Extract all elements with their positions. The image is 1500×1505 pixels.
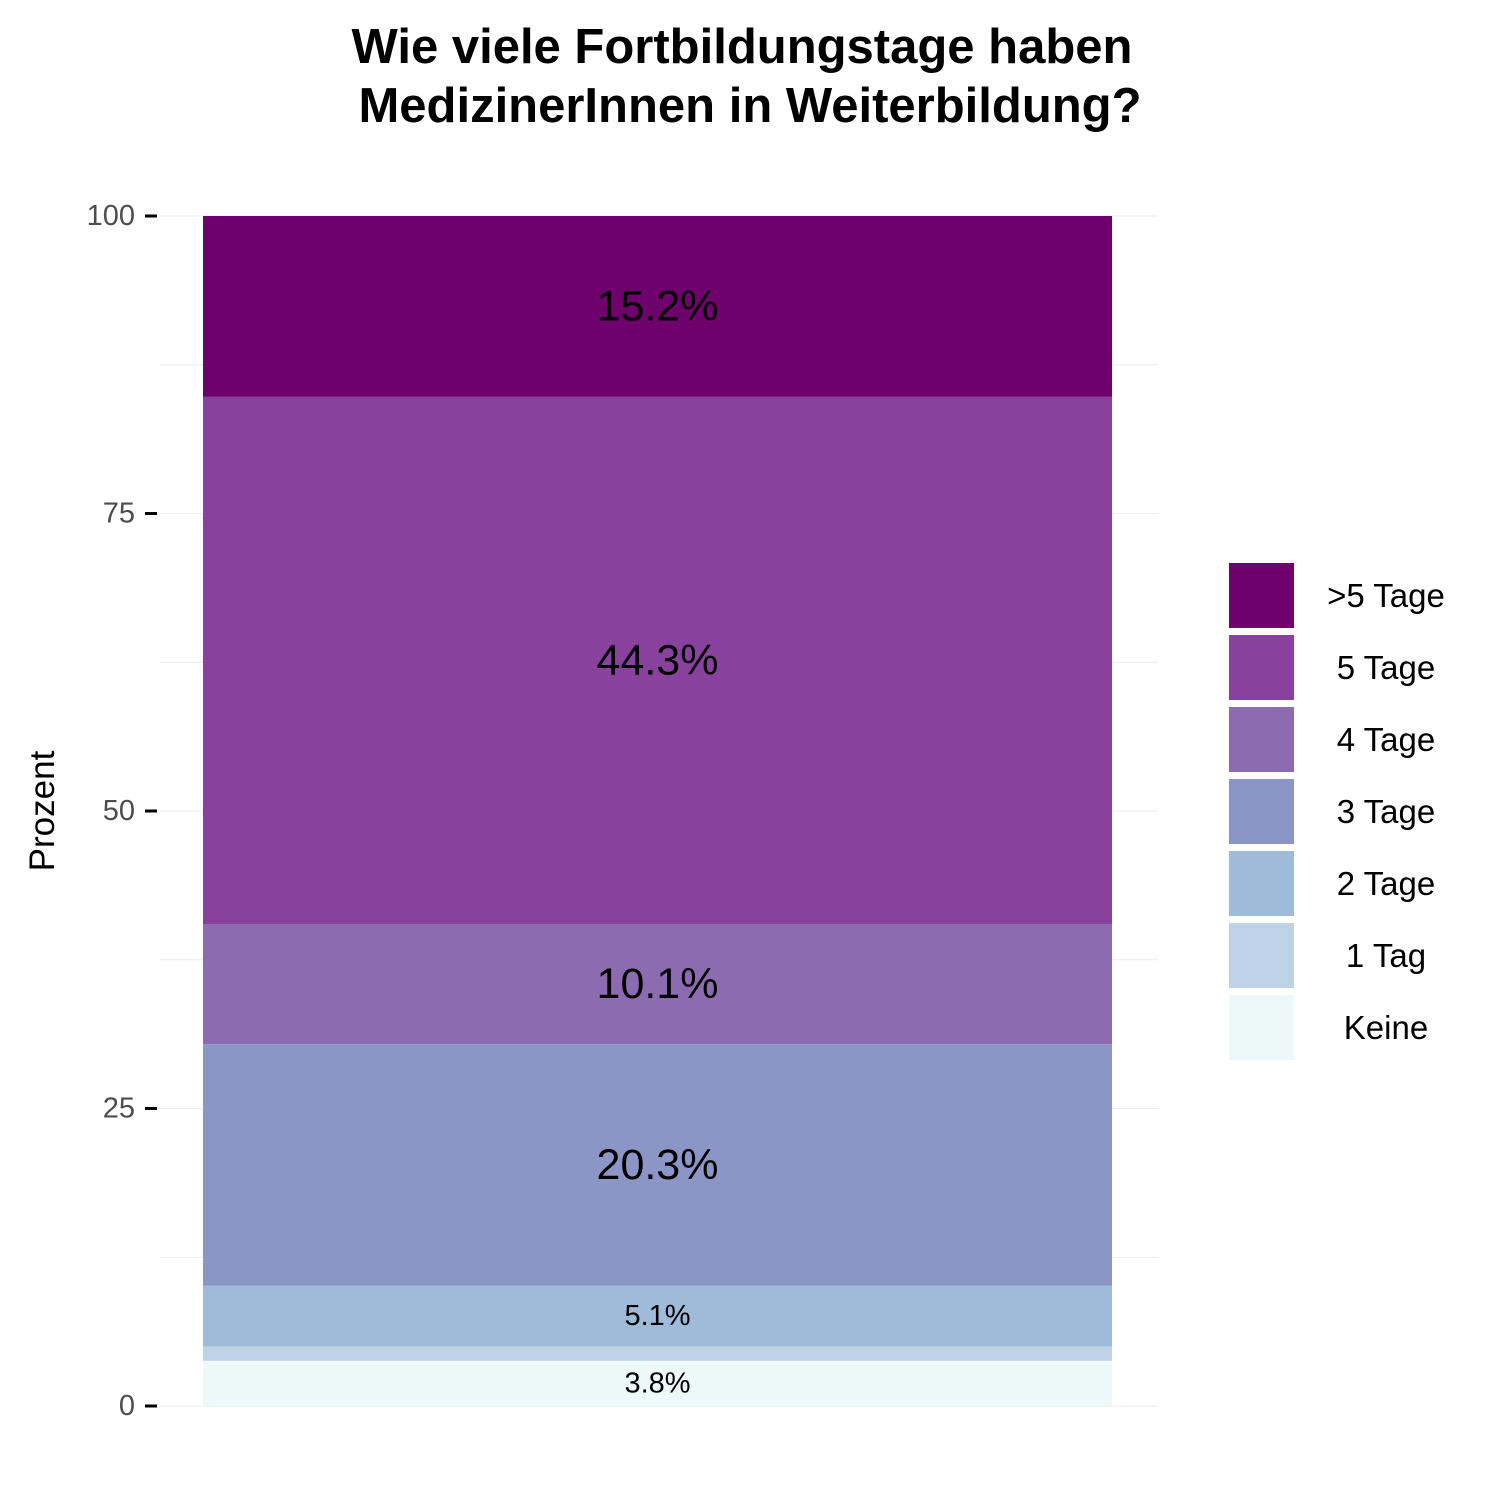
chart-title: Wie viele Fortbildungstage haben Medizin… (352, 20, 1142, 133)
bar-segment-3 (203, 1044, 1112, 1286)
bar-segment-6 (203, 216, 1112, 397)
legend-swatch-0 (1229, 563, 1294, 628)
y-tick-label: 75 (103, 498, 135, 530)
y-tick-label: 0 (119, 1390, 135, 1422)
segment-label-0: 3.8% (624, 1367, 690, 1399)
legend-label-1: 5 Tage (1337, 649, 1435, 686)
legend-swatch-1 (1229, 635, 1294, 700)
chart-title-line-1: Wie viele Fortbildungstage haben (352, 20, 1133, 74)
bar-segment-5 (203, 396, 1112, 925)
segment-label-6: 15.2% (597, 282, 719, 330)
legend-swatch-5 (1229, 923, 1294, 988)
y-tick-label: 50 (103, 795, 135, 827)
legend-swatch-2 (1229, 707, 1294, 772)
segment-label-2: 5.1% (624, 1300, 690, 1332)
segment-label-4: 10.1% (597, 960, 719, 1008)
legend-swatch-3 (1229, 779, 1294, 844)
segment-label-5: 44.3% (597, 636, 719, 684)
legend-label-5: 1 Tag (1346, 937, 1426, 974)
legend-label-6: Keine (1344, 1009, 1428, 1046)
chart-title-line-2: MedizinerInnen in Weiterbildung? (358, 79, 1141, 133)
legend-label-2: 4 Tage (1337, 721, 1435, 758)
legend: >5 Tage 5 Tage 4 Tage 3 Tage 2 Tage 1 Tag Kein… (1229, 563, 1445, 1060)
segment-label-3: 20.3% (597, 1141, 719, 1189)
legend-label-3: 3 Tage (1337, 793, 1435, 830)
bar-segment-1 (203, 1346, 1112, 1361)
y-tick-label: 100 (87, 200, 135, 232)
y-axis: 0 25 50 75 100 (87, 200, 157, 1422)
bar-segment-4 (203, 924, 1112, 1045)
legend-label-4: 2 Tage (1337, 865, 1435, 902)
segment-labels: 3.8% 5.1% 20.3% 10.1% 44.3% 15.2% (597, 282, 719, 1399)
legend-swatch-4 (1229, 851, 1294, 916)
bar-segments (203, 216, 1112, 1406)
legend-swatch-6 (1229, 995, 1294, 1060)
legend-label-0: >5 Tage (1327, 577, 1445, 614)
y-axis-title: Prozent (23, 750, 62, 871)
bar-segment-2 (203, 1285, 1112, 1347)
y-tick-label: 25 (103, 1093, 135, 1125)
bar-segment-0 (203, 1360, 1112, 1406)
